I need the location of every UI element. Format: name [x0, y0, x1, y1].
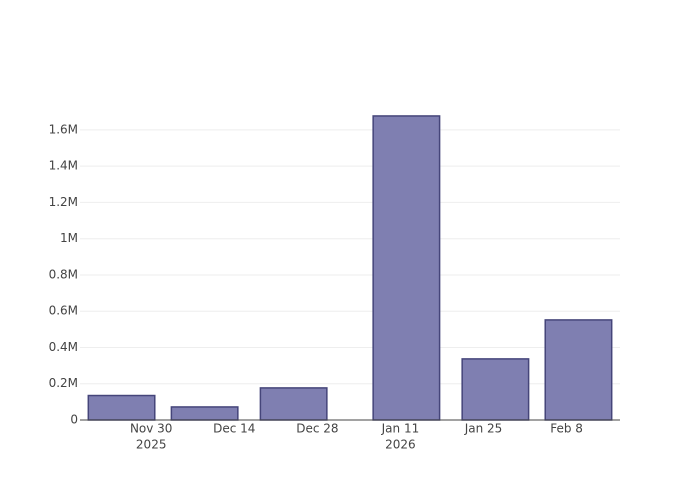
y-tick-label: 0.6M — [49, 304, 78, 318]
bar — [544, 319, 613, 421]
x-tick-label: Jan 11 — [381, 422, 420, 436]
bar — [259, 387, 328, 421]
y-tick-label: 0.2M — [49, 376, 78, 390]
y-tick-label: 1.2M — [49, 195, 78, 209]
y-tick-label: 0 — [70, 413, 78, 427]
y-tick-label: 1.6M — [49, 122, 78, 136]
y-tick-label: 1.4M — [49, 159, 78, 173]
x-tick-label: Jan 25 — [464, 422, 503, 436]
x-tick-label: Nov 30 — [130, 422, 173, 436]
y-tick-label: 0.8M — [49, 267, 78, 281]
bar — [170, 406, 239, 421]
x-tick-label: Dec 14 — [213, 422, 255, 436]
bar — [461, 358, 530, 421]
bar — [87, 394, 156, 421]
y-tick-label: 0.4M — [49, 340, 78, 354]
x-tick-label: Feb 8 — [550, 422, 583, 436]
x-tick-label: Dec 28 — [296, 422, 338, 436]
x-tick-year: 2026 — [385, 438, 416, 452]
y-tick-label: 1M — [60, 231, 78, 245]
bar — [372, 115, 441, 421]
x-tick-year: 2025 — [136, 438, 167, 452]
